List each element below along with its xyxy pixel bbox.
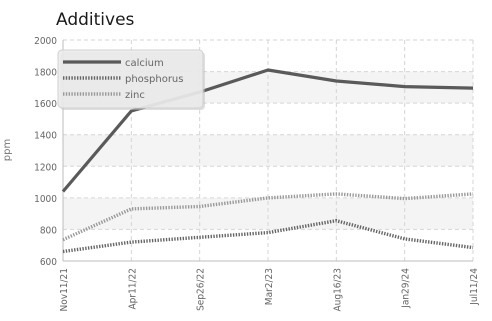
- legend-label-calcium: calcium: [125, 58, 164, 69]
- y-axis-label: ppm: [2, 139, 13, 161]
- chart-title: Additives: [56, 10, 135, 30]
- x-tick-label: Sep26/22: [196, 268, 207, 311]
- legend-label-phosphorus: phosphorus: [125, 74, 183, 85]
- y-tick-label: 1400: [34, 131, 57, 142]
- legend-label-zinc: zinc: [125, 90, 145, 101]
- x-tick-label: Apr11/22: [127, 268, 138, 309]
- y-tick-label: 800: [40, 225, 57, 236]
- legend: calcium phosphorus zinc: [57, 49, 205, 110]
- y-tick-label: 1800: [34, 68, 57, 79]
- x-tick-label: Aug16/23: [332, 268, 343, 312]
- x-tick-label: Mar2/23: [264, 268, 275, 305]
- y-tick-label: 1000: [34, 194, 57, 205]
- series-line-calcium: [61, 68, 474, 193]
- y-tick-label: 1200: [34, 162, 57, 173]
- x-tick-label: Jan29/24: [401, 268, 412, 309]
- y-tick-label: 600: [40, 257, 57, 268]
- y-tick-label: 2000: [34, 36, 57, 47]
- y-tick-label: 1600: [34, 99, 57, 110]
- x-tick-label: Nov11/21: [59, 268, 70, 311]
- x-tick-label: Jul11/24: [469, 268, 480, 306]
